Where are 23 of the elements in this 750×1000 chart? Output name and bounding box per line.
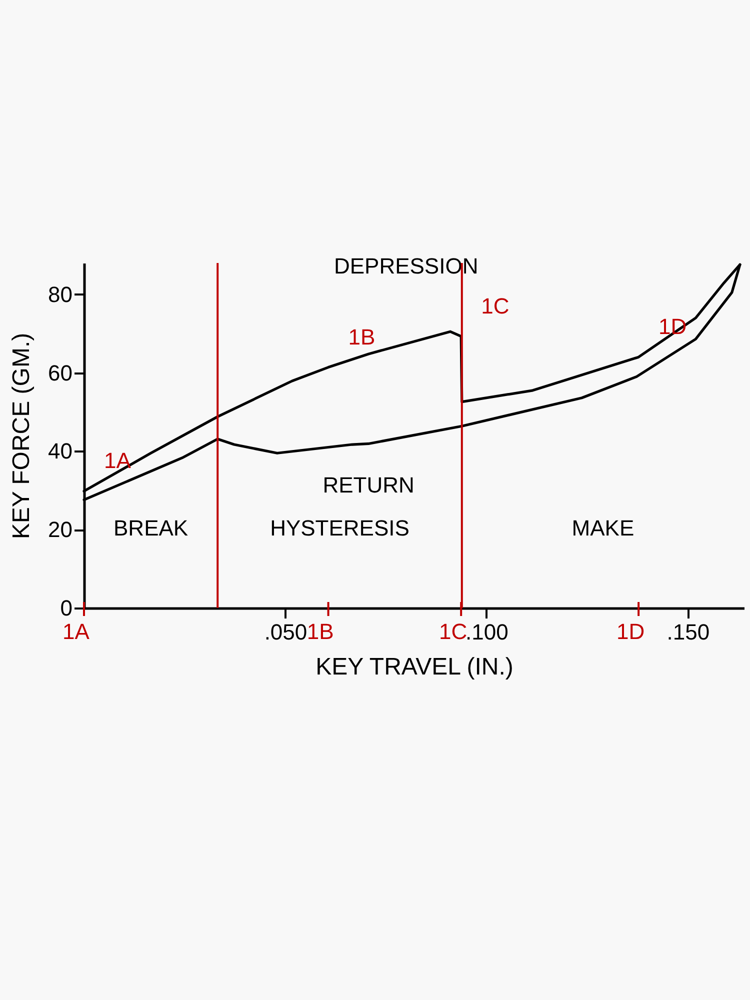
text: DEPRESSION <box>334 253 478 278</box>
y-tick-label: 80 <box>48 282 72 307</box>
text: 1D <box>616 619 645 644</box>
annotation: MAKE <box>572 516 634 541</box>
annotation: 1D <box>658 314 687 340</box>
annotation: 1B <box>348 324 376 350</box>
y-axis-title: KEY FORCE (GM.) <box>8 332 36 540</box>
y-tick-label: 40 <box>48 438 72 464</box>
text: 1B <box>306 619 334 644</box>
annotation: HYSTERESIS <box>270 516 410 541</box>
annotation: BREAK <box>114 516 188 541</box>
x-axis-title: KEY TRAVEL (IN.) <box>316 654 514 680</box>
x-tick-label: .100 <box>466 620 508 644</box>
y-tick-label: 0 <box>60 596 72 620</box>
y-tick-label: 60 <box>48 360 72 386</box>
series-label: RETURN <box>322 472 414 498</box>
x-tick-label: .050 <box>264 620 308 644</box>
y-tick-label: 20 <box>48 517 72 542</box>
x-tick-label: .150 <box>666 620 710 644</box>
text: 1C <box>439 619 468 644</box>
annotation: 1A <box>104 448 132 474</box>
annotation: 1C <box>481 293 510 318</box>
text: 1A <box>62 619 90 644</box>
